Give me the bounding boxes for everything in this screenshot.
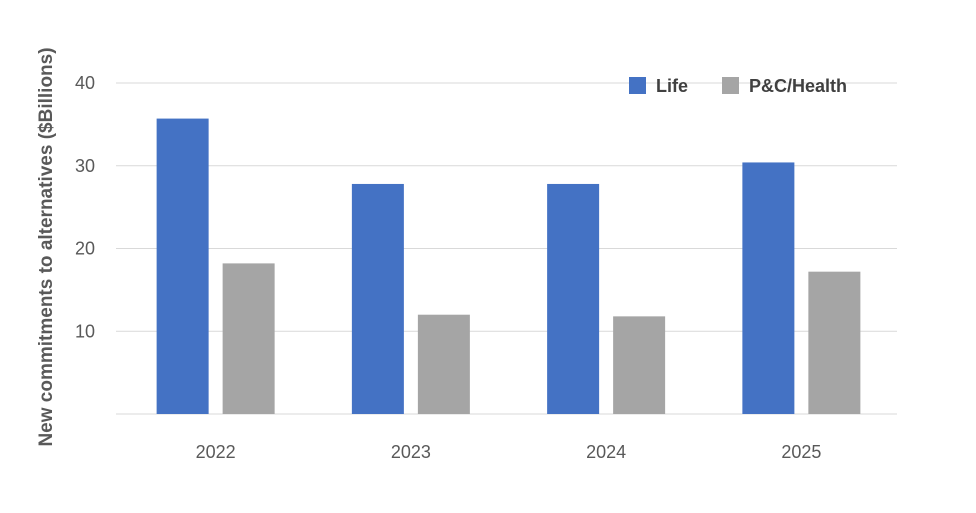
bar-life-2024 <box>547 183 600 414</box>
legend-label-p-c-health: P&C/Health <box>749 76 847 96</box>
bar-life-2022 <box>156 118 209 415</box>
legend-swatch-p-c-health <box>722 77 739 94</box>
x-tick-label-2025: 2025 <box>781 442 821 462</box>
bar-p-c-health-2025 <box>808 271 861 414</box>
y-tick-label-20: 20 <box>75 239 95 259</box>
y-tick-label-40: 40 <box>75 73 95 93</box>
bar-p-c-health-2024 <box>613 316 666 414</box>
y-tick-label-10: 10 <box>75 321 95 341</box>
x-axis-ticks: 2022 2023 2024 2025 <box>196 442 822 462</box>
x-tick-label-2023: 2023 <box>391 442 431 462</box>
bar-life-2023 <box>351 183 404 414</box>
bar-life-2025 <box>742 162 795 414</box>
legend-swatch-life <box>629 77 646 94</box>
bar-p-c-health-2023 <box>417 314 470 414</box>
y-tick-label-30: 30 <box>75 156 95 176</box>
x-tick-label-2024: 2024 <box>586 442 626 462</box>
y-axis-ticks: 10 20 30 40 <box>75 73 95 341</box>
bar-p-c-health-2022 <box>222 263 275 414</box>
legend: Life P&C/Health <box>629 76 847 96</box>
legend-label-life: Life <box>656 76 688 96</box>
y-axis-title: New commitments to alternatives ($Billio… <box>36 47 57 446</box>
bars <box>156 118 861 415</box>
x-tick-label-2022: 2022 <box>196 442 236 462</box>
